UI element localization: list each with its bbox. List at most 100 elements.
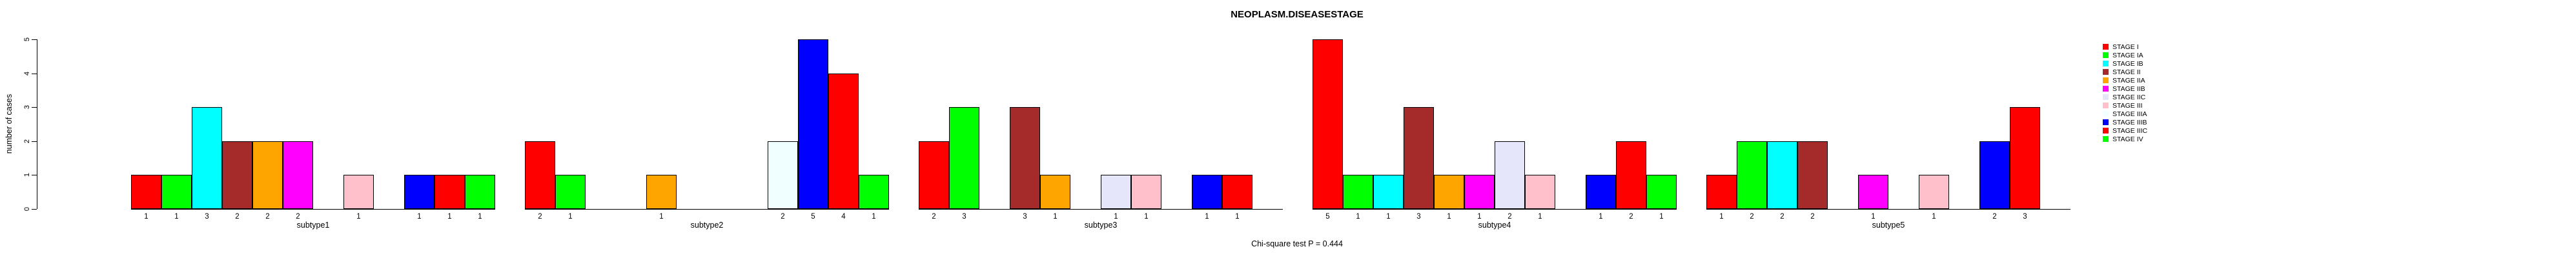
legend-item-stage-iic: STAGE IIC (2103, 93, 2145, 101)
x-axis-baseline (1706, 209, 2070, 210)
bar-stage-ia (1343, 175, 1373, 209)
x-axis-baseline (525, 209, 889, 210)
legend-color-swatch (2103, 94, 2109, 100)
bar-stage-iiib (1586, 175, 1616, 209)
legend-label: STAGE IIIA (2112, 110, 2147, 118)
bar-value-label: 1 (174, 213, 179, 221)
y-tick-label: 1 (23, 173, 31, 177)
legend-label: STAGE IIIC (2112, 126, 2148, 135)
legend-label: STAGE I (2112, 43, 2139, 51)
y-axis-title: number of cases (5, 94, 14, 154)
y-tick-mark (32, 209, 37, 210)
bar-stage-ib (1373, 175, 1404, 209)
bar-value-label: 1 (144, 213, 148, 221)
bar-stage-iic (1101, 175, 1131, 209)
bar-value-label: 2 (1992, 213, 1997, 221)
bar-value-label: 1 (1932, 213, 1936, 221)
bar-value-label: 3 (1416, 213, 1421, 221)
bar-stage-iib (1464, 175, 1495, 209)
bar-value-label: 3 (962, 213, 966, 221)
y-tick-label: 2 (23, 139, 31, 143)
bar-stage-iia (1040, 175, 1070, 209)
bar-stage-iib (1858, 175, 1888, 209)
bar-stage-iib (283, 141, 313, 209)
bar-stage-ii (1797, 141, 1828, 209)
bar-stage-i (525, 141, 555, 209)
bar-value-label: 2 (1780, 213, 1784, 221)
legend-label: STAGE IIIB (2112, 118, 2147, 126)
bar-stage-ii (1404, 107, 1434, 209)
legend-label: STAGE III (2112, 101, 2143, 110)
bar-stage-iii (1525, 175, 1555, 209)
x-axis-category-label: subtype1 (296, 221, 330, 230)
legend-item-stage-iiib: STAGE IIIB (2103, 118, 2147, 126)
bar-value-label: 1 (1053, 213, 1058, 221)
legend-item-stage-ii: STAGE II (2103, 68, 2141, 76)
x-axis-baseline (1313, 209, 1677, 210)
y-tick-label: 0 (23, 206, 31, 212)
bar-value-label: 1 (1599, 213, 1603, 221)
bar-stage-iiib (404, 175, 434, 209)
bar-value-label: 3 (2023, 213, 2027, 221)
bar-stage-iiib (1192, 175, 1222, 209)
bar-value-label: 2 (1629, 213, 1633, 221)
bar-stage-i (919, 141, 949, 209)
bar-stage-iii (343, 175, 374, 209)
bar-value-label: 1 (659, 213, 664, 221)
bar-stage-ii (222, 141, 252, 209)
legend-color-swatch (2103, 136, 2109, 142)
legend-label: STAGE IIA (2112, 76, 2145, 84)
bar-stage-ia (555, 175, 586, 209)
bar-value-label: 1 (478, 213, 482, 221)
legend-item-stage-iiic: STAGE IIIC (2103, 126, 2147, 135)
bar-stage-ia (1737, 141, 1767, 209)
bar-value-label: 2 (265, 213, 270, 221)
x-axis-category-label: subtype4 (1478, 221, 1511, 230)
legend-color-swatch (2103, 128, 2109, 134)
bar-stage-iiib (798, 39, 828, 209)
bar-value-label: 2 (932, 213, 936, 221)
legend-label: STAGE II (2112, 68, 2141, 76)
legend-color-swatch (2103, 111, 2109, 117)
legend-label: STAGE IIC (2112, 93, 2146, 101)
bar-value-label: 1 (1871, 213, 1876, 221)
y-tick-mark (32, 107, 37, 108)
y-tick-mark (32, 39, 37, 40)
bar-value-label: 1 (1235, 213, 1240, 221)
x-axis-category-label: subtype3 (1084, 221, 1118, 230)
bar-value-label: 1 (1538, 213, 1542, 221)
x-axis-baseline (919, 209, 1283, 210)
bar-value-label: 1 (447, 213, 452, 221)
bar-stage-ia (161, 175, 192, 209)
bar-value-label: 1 (1447, 213, 1451, 221)
bar-value-label: 2 (1810, 213, 1815, 221)
bar-value-label: 1 (872, 213, 876, 221)
bar-value-label: 1 (568, 213, 573, 221)
bar-value-label: 5 (811, 213, 815, 221)
bar-stage-iic (1495, 141, 1525, 209)
legend-color-swatch (2103, 69, 2109, 75)
bar-value-label: 1 (417, 213, 422, 221)
bar-value-label: 1 (1144, 213, 1149, 221)
bar-value-label: 1 (1386, 213, 1391, 221)
legend-color-swatch (2103, 119, 2109, 125)
y-tick-label: 4 (23, 71, 31, 75)
bar-stage-iiic (828, 74, 859, 209)
y-tick-label: 3 (23, 105, 31, 110)
bar-value-label: 1 (1356, 213, 1360, 221)
bar-value-label: 2 (296, 213, 300, 221)
bar-value-label: 1 (356, 213, 361, 221)
bar-value-label: 2 (1508, 213, 1512, 221)
bar-stage-ib (1767, 141, 1797, 209)
bar-stage-iiic (1616, 141, 1646, 209)
bar-value-label: 1 (1205, 213, 1209, 221)
legend-label: STAGE IA (2112, 51, 2143, 59)
bar-stage-iv (465, 175, 495, 209)
bar-stage-iv (1646, 175, 1677, 209)
legend-item-stage-iv: STAGE IV (2103, 135, 2143, 143)
bar-stage-iiic (2010, 107, 2040, 209)
bar-stage-iia (646, 175, 677, 209)
bar-value-label: 5 (1325, 213, 1330, 221)
bar-value-label: 1 (1719, 213, 1724, 221)
